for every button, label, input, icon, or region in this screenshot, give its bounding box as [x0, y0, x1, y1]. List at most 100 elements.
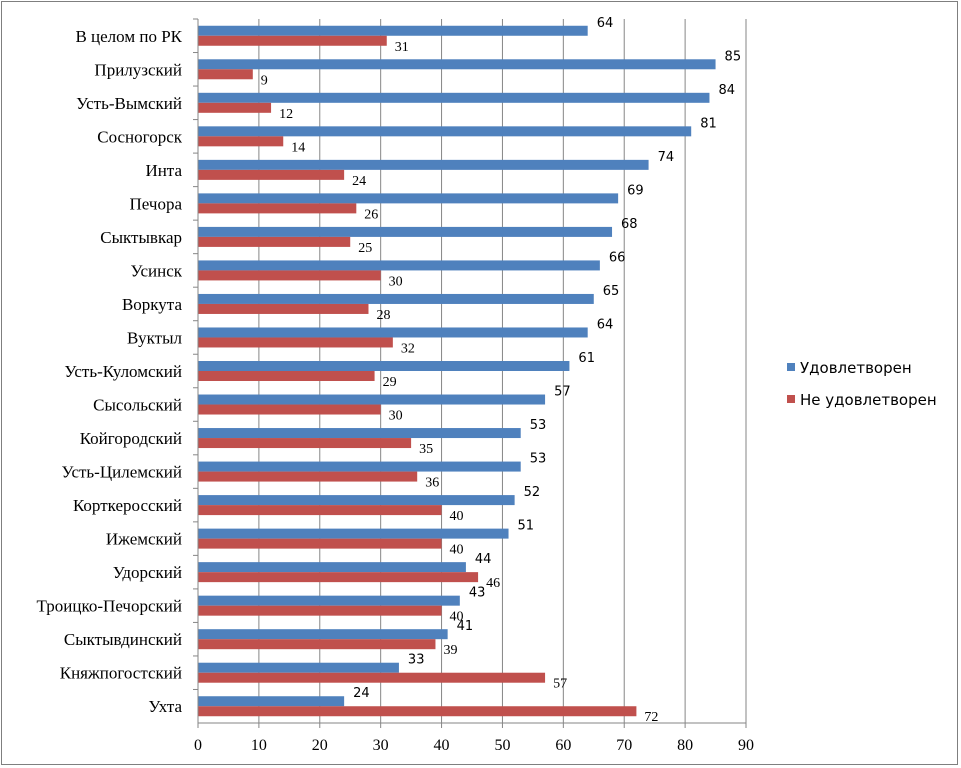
bar-satisfied-1: [198, 59, 716, 70]
data-label-not-satisfied-17: 40: [450, 610, 464, 625]
category-label-9: Вуктыл: [127, 328, 183, 347]
bar-satisfied-0: [198, 25, 588, 36]
category-label-0: В целом по РК: [75, 27, 182, 46]
x-tick-label-90: 90: [738, 737, 754, 754]
bar-not-satisfied-3: [198, 136, 284, 147]
bar-satisfied-20: [198, 696, 345, 707]
bar-satisfied-6: [198, 226, 613, 237]
data-label-satisfied-20: 24: [353, 686, 370, 701]
bar-not-satisfied-9: [198, 337, 393, 348]
data-label-not-satisfied-11: 30: [389, 409, 403, 424]
data-label-not-satisfied-1: 9: [261, 73, 268, 88]
category-label-4: Инта: [145, 161, 182, 180]
data-label-satisfied-14: 52: [524, 485, 541, 500]
data-label-satisfied-12: 53: [530, 418, 547, 433]
data-label-satisfied-18: 41: [457, 619, 474, 634]
data-label-not-satisfied-3: 14: [291, 140, 305, 155]
data-label-not-satisfied-7: 30: [389, 274, 403, 289]
category-label-8: Воркута: [122, 295, 182, 314]
category-label-5: Печора: [130, 194, 183, 213]
bar-satisfied-11: [198, 394, 546, 405]
x-tick-label-40: 40: [434, 737, 450, 754]
legend-label-0: Удовлетворен: [800, 359, 912, 377]
data-label-not-satisfied-10: 29: [383, 375, 397, 390]
data-label-not-satisfied-16: 46: [486, 576, 500, 591]
legend-label-1: Не удовлетворен: [800, 391, 937, 409]
x-tick-label-80: 80: [677, 737, 693, 754]
bar-not-satisfied-16: [198, 572, 479, 583]
x-tick-label-60: 60: [555, 737, 571, 754]
bar-not-satisfied-11: [198, 404, 381, 415]
category-label-19: Княжпогостский: [60, 664, 182, 683]
category-label-12: Койгородский: [80, 429, 182, 448]
category-label-2: Усть-Вымский: [76, 94, 182, 113]
data-label-satisfied-6: 68: [621, 217, 638, 232]
data-label-satisfied-2: 84: [718, 83, 735, 98]
data-label-not-satisfied-13: 36: [425, 476, 439, 491]
data-label-not-satisfied-12: 35: [419, 442, 433, 457]
bar-satisfied-2: [198, 92, 710, 103]
category-label-3: Сосногорск: [97, 127, 183, 146]
bar-not-satisfied-10: [198, 371, 375, 381]
bar-not-satisfied-12: [198, 438, 412, 449]
bar-not-satisfied-17: [198, 605, 442, 616]
bar-satisfied-4: [198, 159, 649, 170]
bar-satisfied-14: [198, 495, 515, 506]
legend-swatch-0: [787, 363, 795, 371]
data-label-satisfied-7: 66: [609, 250, 626, 265]
bar-not-satisfied-0: [198, 35, 387, 46]
bar-satisfied-10: [198, 361, 570, 371]
bar-not-satisfied-14: [198, 505, 442, 516]
bar-not-satisfied-5: [198, 203, 357, 214]
bar-not-satisfied-2: [198, 102, 272, 113]
x-tick-label-10: 10: [251, 737, 267, 754]
x-tick-label-50: 50: [494, 737, 510, 754]
data-label-satisfied-8: 65: [603, 284, 620, 299]
data-label-satisfied-3: 81: [700, 116, 717, 131]
data-label-satisfied-9: 64: [597, 317, 614, 332]
bar-satisfied-7: [198, 260, 600, 271]
data-label-satisfied-13: 53: [530, 452, 547, 467]
category-label-18: Сыктывдинский: [64, 630, 182, 649]
data-label-not-satisfied-0: 31: [395, 40, 409, 55]
bar-not-satisfied-1: [198, 69, 253, 80]
bar-satisfied-18: [198, 629, 448, 640]
data-label-not-satisfied-6: 25: [358, 241, 372, 256]
data-label-satisfied-17: 43: [469, 586, 486, 601]
bar-not-satisfied-20: [198, 706, 637, 717]
data-label-satisfied-16: 44: [475, 552, 492, 567]
legend-swatch-1: [787, 395, 795, 403]
bar-satisfied-3: [198, 126, 692, 137]
bar-not-satisfied-13: [198, 471, 418, 482]
data-label-satisfied-0: 64: [597, 16, 614, 31]
category-label-11: Сысольский: [93, 396, 182, 415]
data-label-satisfied-19: 33: [408, 653, 425, 668]
data-label-satisfied-11: 57: [554, 385, 571, 400]
data-label-not-satisfied-8: 28: [376, 308, 390, 323]
data-label-satisfied-10: 61: [578, 351, 595, 366]
bar-not-satisfied-19: [198, 672, 546, 683]
category-label-13: Усть-Цилемский: [61, 463, 182, 482]
category-label-16: Удорский: [113, 563, 182, 582]
bar-not-satisfied-8: [198, 303, 369, 314]
category-label-7: Усинск: [130, 261, 182, 280]
bar-not-satisfied-4: [198, 169, 345, 180]
data-label-not-satisfied-14: 40: [450, 509, 464, 524]
category-label-10: Усть-Куломский: [64, 362, 182, 381]
data-label-not-satisfied-9: 32: [401, 341, 415, 356]
category-label-15: Ижемский: [106, 530, 182, 549]
x-tick-label-70: 70: [616, 737, 632, 754]
bar-satisfied-13: [198, 461, 521, 472]
category-label-20: Ухта: [148, 697, 182, 716]
data-label-not-satisfied-20: 72: [644, 710, 658, 725]
bar-satisfied-9: [198, 327, 588, 338]
x-tick-label-0: 0: [194, 737, 202, 754]
bar-not-satisfied-7: [198, 270, 381, 281]
bar-satisfied-15: [198, 528, 509, 539]
data-label-not-satisfied-2: 12: [279, 107, 293, 122]
data-label-satisfied-1: 85: [725, 49, 742, 64]
x-tick-label-20: 20: [312, 737, 328, 754]
bar-satisfied-19: [198, 662, 399, 673]
bar-not-satisfied-18: [198, 639, 436, 650]
